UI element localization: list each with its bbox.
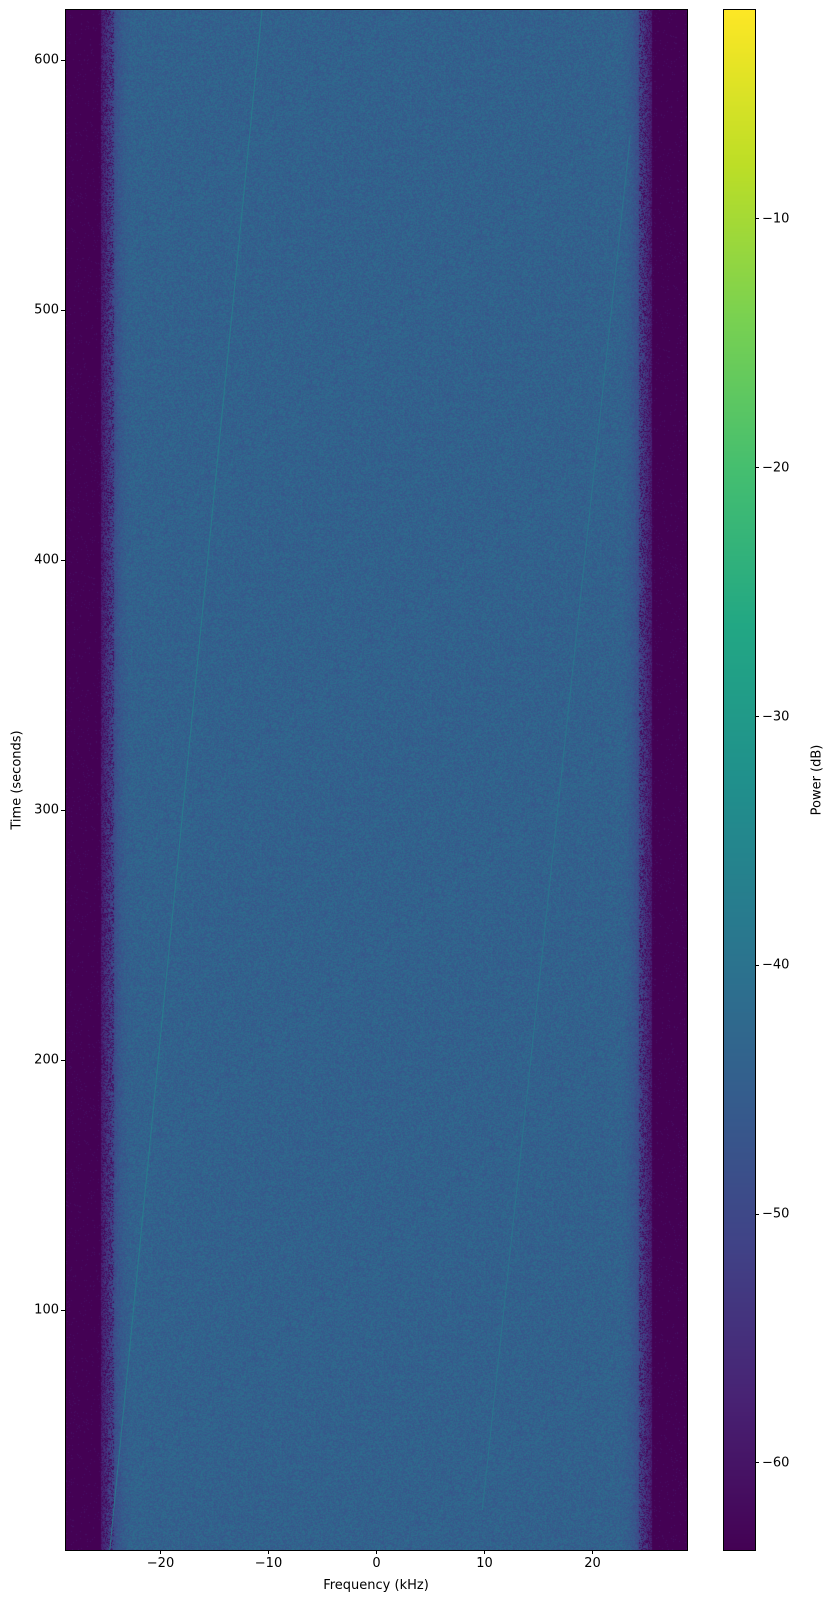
y-tick-mark [61,1059,65,1061]
colorbar-tick-mark [755,467,759,469]
colorbar-label: Power (dB) [809,744,823,816]
signal-trace-1 [109,10,263,1550]
x-tick-mark [160,1550,161,1554]
y-tick-label: 500 [34,302,59,318]
y-tick-label: 100 [34,1302,59,1318]
colorbar-tick-mark [755,218,759,220]
colorbar-tick-label: −20 [762,460,790,476]
colorbar [723,9,756,1551]
y-tick-mark [61,1309,65,1311]
colorbar-tick-label: −50 [762,1206,790,1222]
x-tick-label: −10 [254,1556,283,1571]
colorbar-tick-label: −40 [762,957,790,973]
y-tick-label: 400 [34,552,59,568]
signal-traces [109,10,631,1550]
colorbar-tick-label: −60 [762,1455,790,1471]
x-tick-mark [484,1550,485,1554]
colorbar-tick-mark [755,716,759,718]
colorbar-tick-label: −30 [762,709,790,725]
x-tick-mark [268,1550,269,1554]
x-tick-label: 10 [476,1556,493,1571]
y-axis-label: Time (seconds) [9,730,25,830]
colorbar-tick-mark [755,964,759,966]
colorbar-tick-mark [755,1213,759,1215]
y-tick-label: 300 [34,802,59,818]
spectrogram-plot [65,9,688,1551]
x-tick-mark [592,1550,593,1554]
colorbar-frame [723,9,756,1551]
colorbar-tick-label: −10 [762,211,790,227]
y-tick-mark [61,59,65,61]
plot-frame [65,9,688,1551]
x-tick-label: 20 [584,1556,601,1571]
signal-trace-2 [481,134,631,1511]
y-tick-mark [61,559,65,561]
x-axis-label: Frequency (kHz) [323,1578,429,1593]
y-tick-mark [61,809,65,811]
x-tick-mark [376,1550,377,1554]
y-tick-label: 600 [34,52,59,68]
colorbar-tick-mark [755,1462,759,1464]
y-tick-label: 200 [34,1052,59,1068]
colorbar-gradient [724,10,755,1550]
x-tick-label: −20 [146,1556,175,1571]
y-tick-mark [61,309,65,311]
x-tick-label: 0 [372,1556,381,1571]
spectrogram-image [66,10,687,1550]
